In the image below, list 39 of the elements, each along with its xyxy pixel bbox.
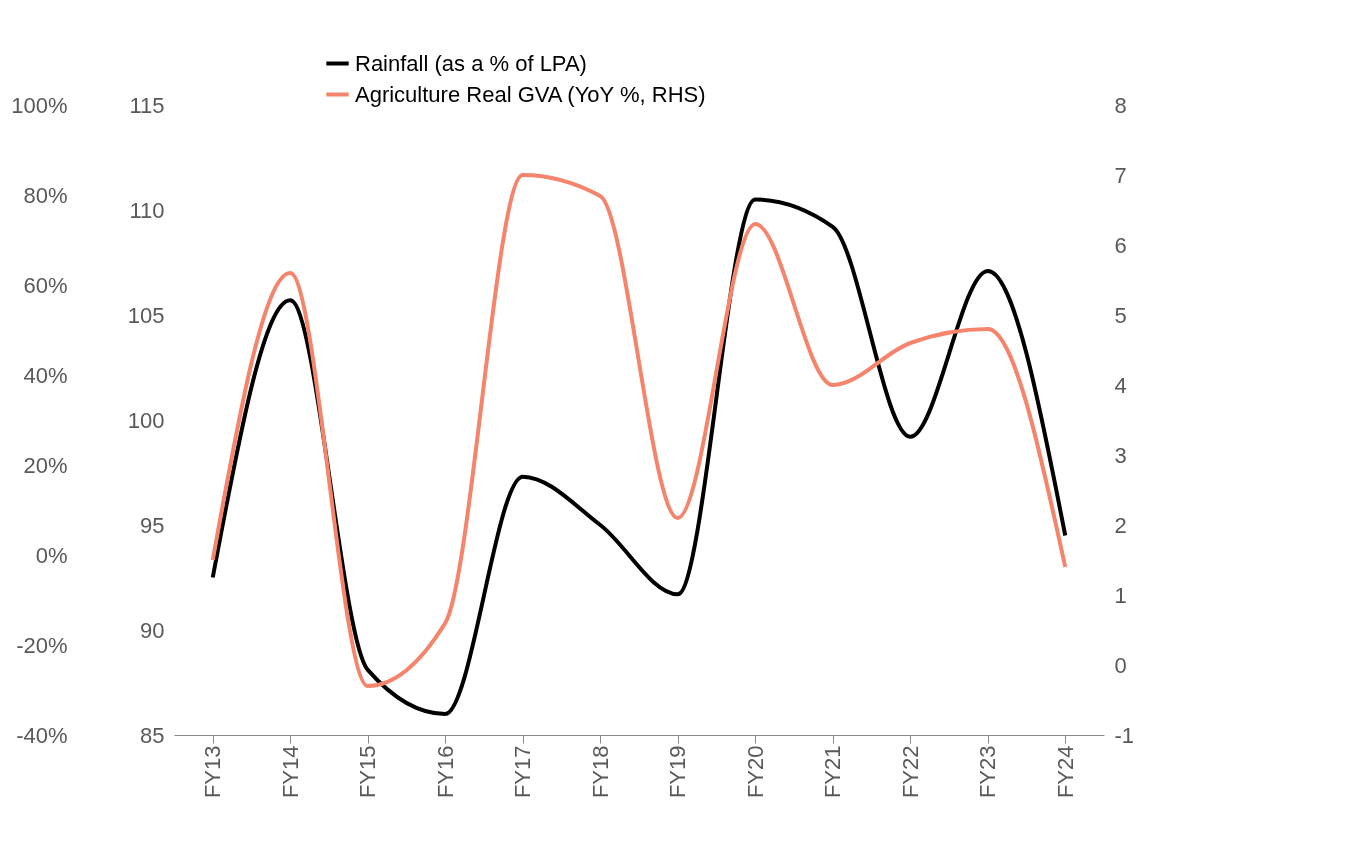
y2-tick-label: 8: [1114, 92, 1127, 118]
x-tick-label: FY24: [1052, 745, 1078, 799]
x-tick-label: FY16: [432, 745, 458, 799]
y3-tick-label: 60%: [23, 272, 68, 298]
y2-tick-label: 2: [1114, 512, 1127, 538]
y3-tick-label: 0%: [35, 542, 68, 568]
y2-tick-label: 7: [1114, 162, 1127, 188]
x-tick-label: FY22: [897, 745, 923, 799]
legend-label: Agriculture Real GVA (YoY %, RHS): [355, 81, 706, 107]
y-tick-label: 90: [140, 617, 165, 643]
y2-tick-label: 6: [1114, 232, 1127, 258]
x-tick-label: FY15: [355, 745, 381, 799]
x-tick-label: FY17: [510, 745, 536, 799]
y2-tick-label: 5: [1114, 302, 1127, 328]
y-tick-label: 105: [127, 302, 165, 328]
y3-tick-label: 20%: [23, 452, 68, 478]
x-tick-label: FY13: [200, 745, 226, 799]
y3-tick-label: -40%: [16, 722, 68, 748]
y2-tick-label: 0: [1114, 652, 1127, 678]
x-tick-label: FY18: [587, 745, 613, 799]
y3-tick-label: 100%: [11, 92, 68, 118]
x-tick-label: FY14: [277, 745, 303, 799]
y3-tick-label: 40%: [23, 362, 68, 388]
y2-tick-label: -1: [1114, 722, 1135, 748]
x-tick-label: FY23: [975, 745, 1001, 799]
x-tick-label: FY19: [665, 745, 691, 799]
y-tick-label: 95: [140, 512, 165, 538]
y-tick-label: 115: [129, 92, 165, 118]
y3-tick-label: -20%: [16, 632, 68, 658]
y-tick-label: 100: [127, 407, 165, 433]
y3-tick-label: 80%: [23, 182, 68, 208]
y-tick-label: 110: [129, 197, 165, 223]
x-tick-label: FY21: [820, 745, 846, 799]
x-tick-label: FY20: [742, 745, 768, 799]
y-tick-label: 85: [140, 722, 165, 748]
y2-tick-label: 4: [1114, 372, 1127, 398]
legend-label: Rainfall (as a % of LPA): [355, 50, 587, 76]
y2-tick-label: 1: [1114, 582, 1127, 608]
y2-tick-label: 3: [1114, 442, 1127, 468]
